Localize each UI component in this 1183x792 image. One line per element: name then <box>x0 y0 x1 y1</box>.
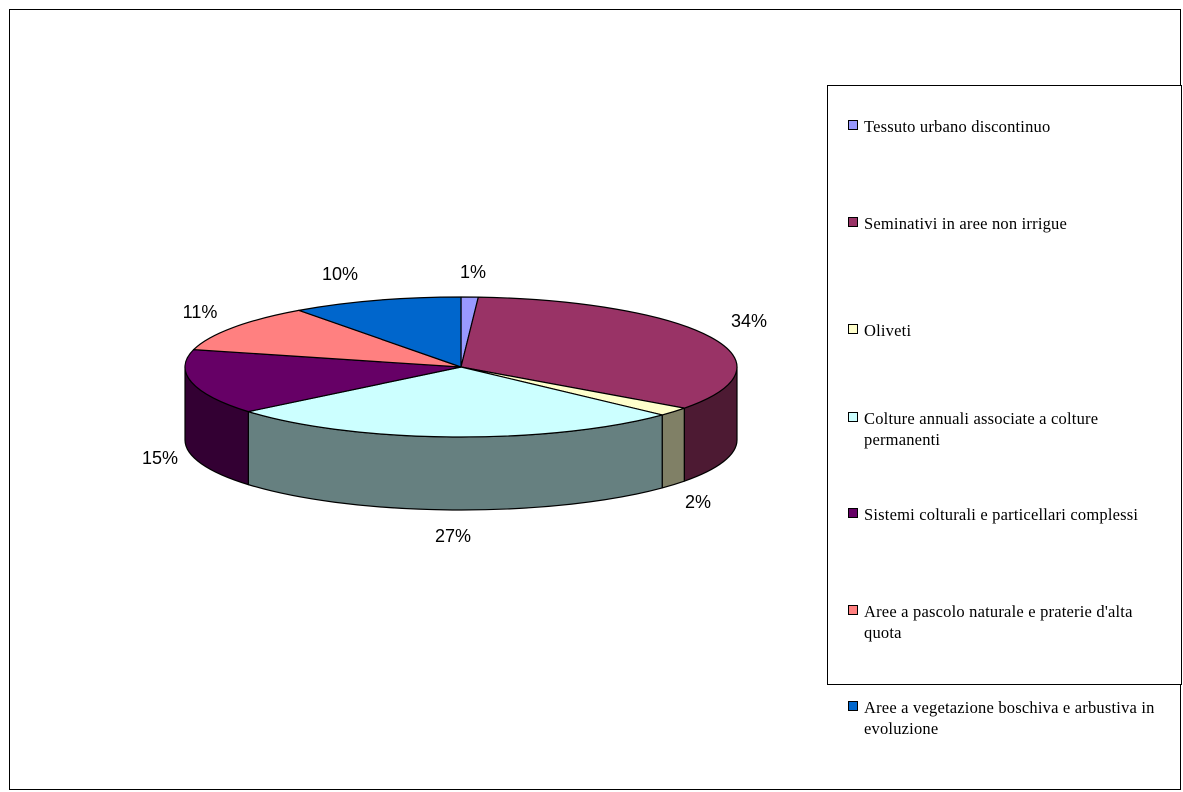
legend-swatch <box>848 412 858 422</box>
legend-item-tessuto-urbano: Tessuto urbano discontinuo <box>848 116 1173 137</box>
legend-label: Tessuto urbano discontinuo <box>864 117 1051 136</box>
legend-item-aree-vegetazione: Aree a vegetazione boschiva e arbustiva … <box>848 697 1173 739</box>
data-label: 15% <box>142 448 178 468</box>
data-label: 1% <box>460 262 486 282</box>
data-label: 10% <box>322 264 358 284</box>
legend-label: Oliveti <box>864 321 912 340</box>
legend-swatch <box>848 217 858 227</box>
pie-chart: 1% 34% 2% 27% 15% 11% 10% <box>142 262 767 546</box>
data-label: 2% <box>685 492 711 512</box>
legend-swatch <box>848 120 858 130</box>
legend-label: Aree a vegetazione boschiva e arbustiva … <box>864 698 1155 738</box>
pie-slice <box>247 366 663 438</box>
data-label: 27% <box>435 526 471 546</box>
legend-item-oliveti: Oliveti <box>848 320 1173 341</box>
pie-slice <box>184 348 462 413</box>
pie-slice-side <box>661 407 685 489</box>
pie-tops <box>184 296 738 438</box>
data-label: 34% <box>731 311 767 331</box>
legend-swatch <box>848 324 858 334</box>
legend-label: Colture annuali associate a colture perm… <box>864 409 1099 449</box>
legend-label: Seminativi in aree non irrigue <box>864 214 1068 233</box>
pie-slice <box>298 296 462 368</box>
pie-slice <box>460 296 738 409</box>
data-labels: 1% 34% 2% 27% 15% 11% 10% <box>142 262 767 546</box>
data-label: 11% <box>183 302 218 322</box>
legend-swatch <box>848 508 858 518</box>
legend-swatch <box>848 701 858 711</box>
legend-item-sistemi-colturali: Sistemi colturali e particellari comples… <box>848 504 1173 525</box>
legend-label: Sistemi colturali e particellari comples… <box>864 505 1139 524</box>
legend-item-aree-pascolo: Aree a pascolo naturale e praterie d'alt… <box>848 601 1173 643</box>
legend-swatch <box>848 605 858 615</box>
pie-slice <box>193 309 462 368</box>
legend-item-seminativi: Seminativi in aree non irrigue <box>848 213 1173 234</box>
legend-item-colture-annuali: Colture annuali associate a colture perm… <box>848 408 1173 450</box>
legend-label: Aree a pascolo naturale e praterie d'alt… <box>864 602 1133 642</box>
legend: Tessuto urbano discontinuo Seminativi in… <box>827 85 1182 738</box>
